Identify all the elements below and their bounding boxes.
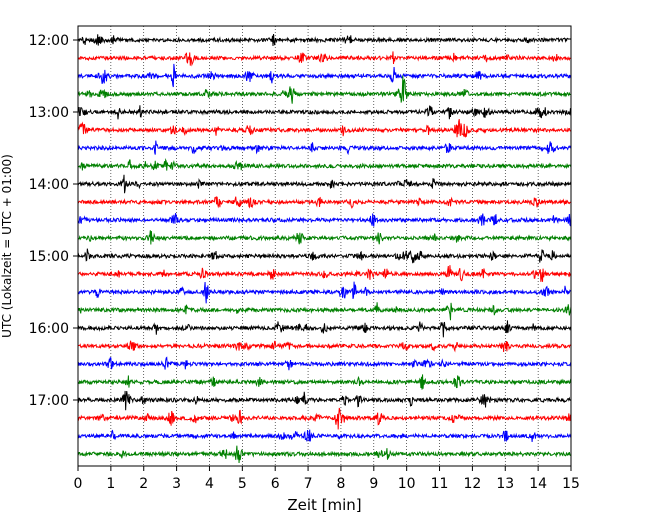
y-tick-label-1: 13:00 xyxy=(29,105,69,121)
trace-22 xyxy=(77,429,572,442)
y-tick-label-2: 14:00 xyxy=(29,177,69,193)
x-tick-label-1: 1 xyxy=(106,476,115,492)
trace-0 xyxy=(77,33,572,47)
plot-background xyxy=(78,26,571,466)
x-tick-label-0: 0 xyxy=(74,476,83,492)
trace-8 xyxy=(77,174,572,194)
trace-13 xyxy=(77,265,572,282)
x-axis: 0 1 2 3 4 5 6 7 8 9 10 11 12 13 14 15 xyxy=(74,466,580,492)
trace-18 xyxy=(77,356,572,371)
trace-10 xyxy=(77,212,572,228)
trace-17 xyxy=(77,340,572,353)
trace-3 xyxy=(77,75,572,104)
x-tick-label-3: 3 xyxy=(172,476,181,492)
trace-15 xyxy=(77,302,572,321)
trace-7 xyxy=(77,157,572,171)
grid-lines xyxy=(110,26,539,466)
plot-frame xyxy=(77,25,572,467)
y-tick-label-5: 17:00 xyxy=(29,393,69,409)
x-tick-label-13: 13 xyxy=(496,476,514,492)
trace-5 xyxy=(77,119,572,138)
x-tick-label-2: 2 xyxy=(139,476,148,492)
trace-11 xyxy=(77,230,572,245)
x-tick-label-8: 8 xyxy=(336,476,345,492)
x-tick-label-12: 12 xyxy=(463,476,481,492)
x-tick-label-4: 4 xyxy=(205,476,214,492)
trace-14 xyxy=(77,281,572,304)
trace-21 xyxy=(77,407,572,430)
x-tick-label-9: 9 xyxy=(369,476,378,492)
x-tick-label-15: 15 xyxy=(562,476,580,492)
y-axis: 12:00 13:00 14:00 15:00 16:00 17:00 xyxy=(29,33,78,409)
x-tick-label-10: 10 xyxy=(398,476,416,492)
trace-23 xyxy=(77,445,572,464)
x-tick-label-6: 6 xyxy=(271,476,280,492)
trace-20 xyxy=(77,390,572,411)
trace-1 xyxy=(77,51,572,67)
trace-9 xyxy=(77,195,572,209)
x-tick-label-11: 11 xyxy=(431,476,449,492)
trace-6 xyxy=(77,140,572,156)
x-tick-label-7: 7 xyxy=(304,476,313,492)
x-tick-label-14: 14 xyxy=(529,476,547,492)
trace-2 xyxy=(77,63,572,88)
trace-19 xyxy=(77,374,572,390)
x-axis-label: Zeit [min] xyxy=(287,496,361,514)
trace-16 xyxy=(77,320,572,338)
y-tick-label-4: 16:00 xyxy=(29,321,69,337)
y-tick-label-3: 15:00 xyxy=(29,249,69,265)
trace-4 xyxy=(77,105,572,120)
trace-group xyxy=(77,33,572,464)
y-axis-label: UTC (Lokalzeit = UTC + 01:00) xyxy=(0,154,14,338)
y-tick-label-0: 12:00 xyxy=(29,33,69,49)
x-tick-label-5: 5 xyxy=(238,476,247,492)
trace-12 xyxy=(77,248,572,264)
